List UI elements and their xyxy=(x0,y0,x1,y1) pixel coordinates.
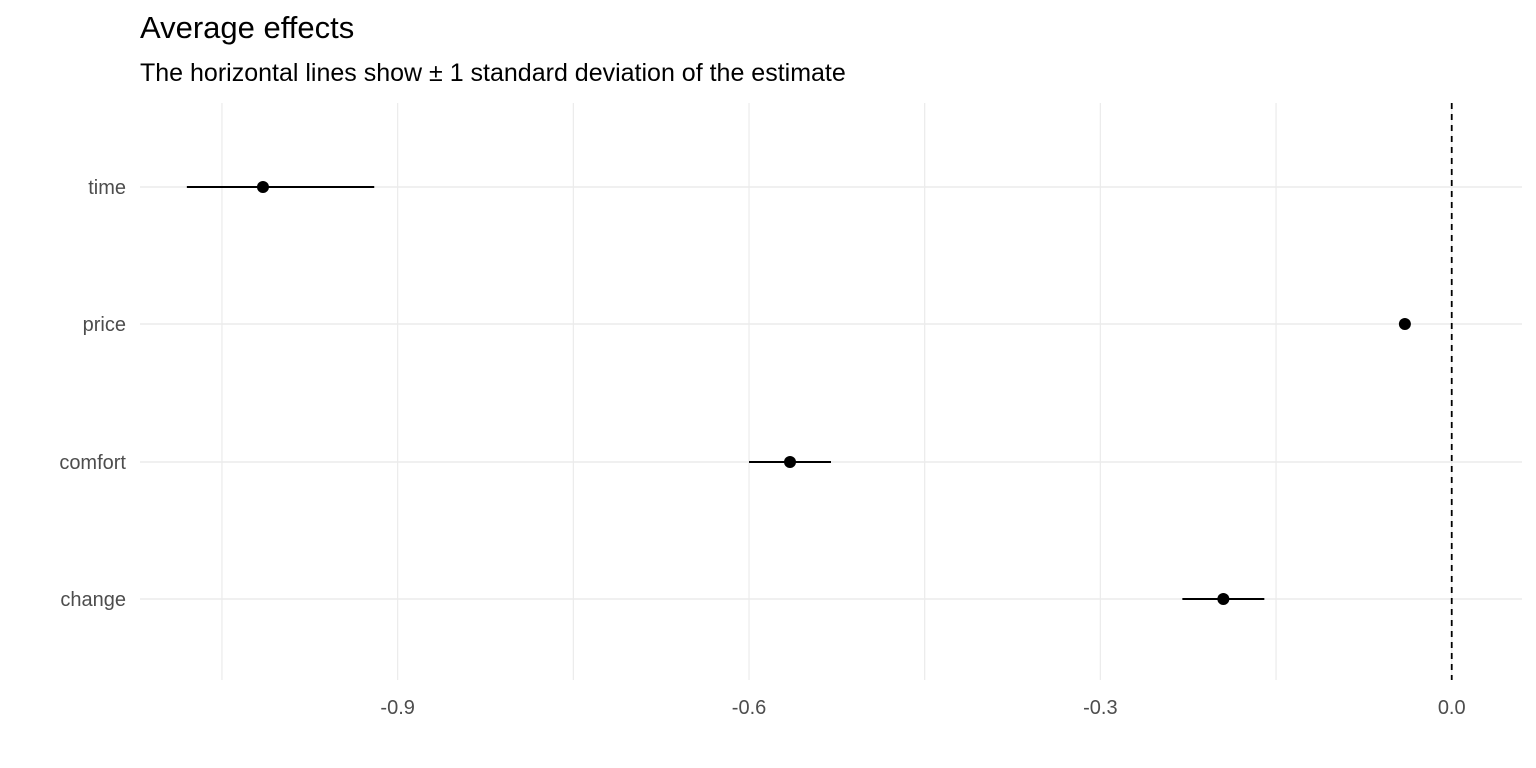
x-tick-label: -0.9 xyxy=(380,697,414,719)
grid-layer xyxy=(140,103,1522,680)
y-tick-label-comfort: comfort xyxy=(59,452,126,474)
x-tick-label: 0.0 xyxy=(1438,697,1466,719)
y-tick-label-change: change xyxy=(60,589,126,611)
point-time xyxy=(256,181,269,193)
marks-layer xyxy=(186,181,1411,605)
labels-layer: time price comfort change -0.9 -0.6 -0.3 0.0 xyxy=(59,177,1465,719)
point-price xyxy=(1398,318,1411,330)
y-tick-label-price: price xyxy=(83,314,126,336)
point-comfort xyxy=(784,456,797,468)
point-change xyxy=(1217,593,1230,605)
chart-subtitle: The horizontal lines show ± 1 standard d… xyxy=(140,59,846,87)
x-tick-label: -0.3 xyxy=(1083,697,1117,719)
chart-title: Average effects xyxy=(140,10,355,45)
y-tick-label-time: time xyxy=(88,177,126,199)
x-tick-label: -0.6 xyxy=(732,697,766,719)
